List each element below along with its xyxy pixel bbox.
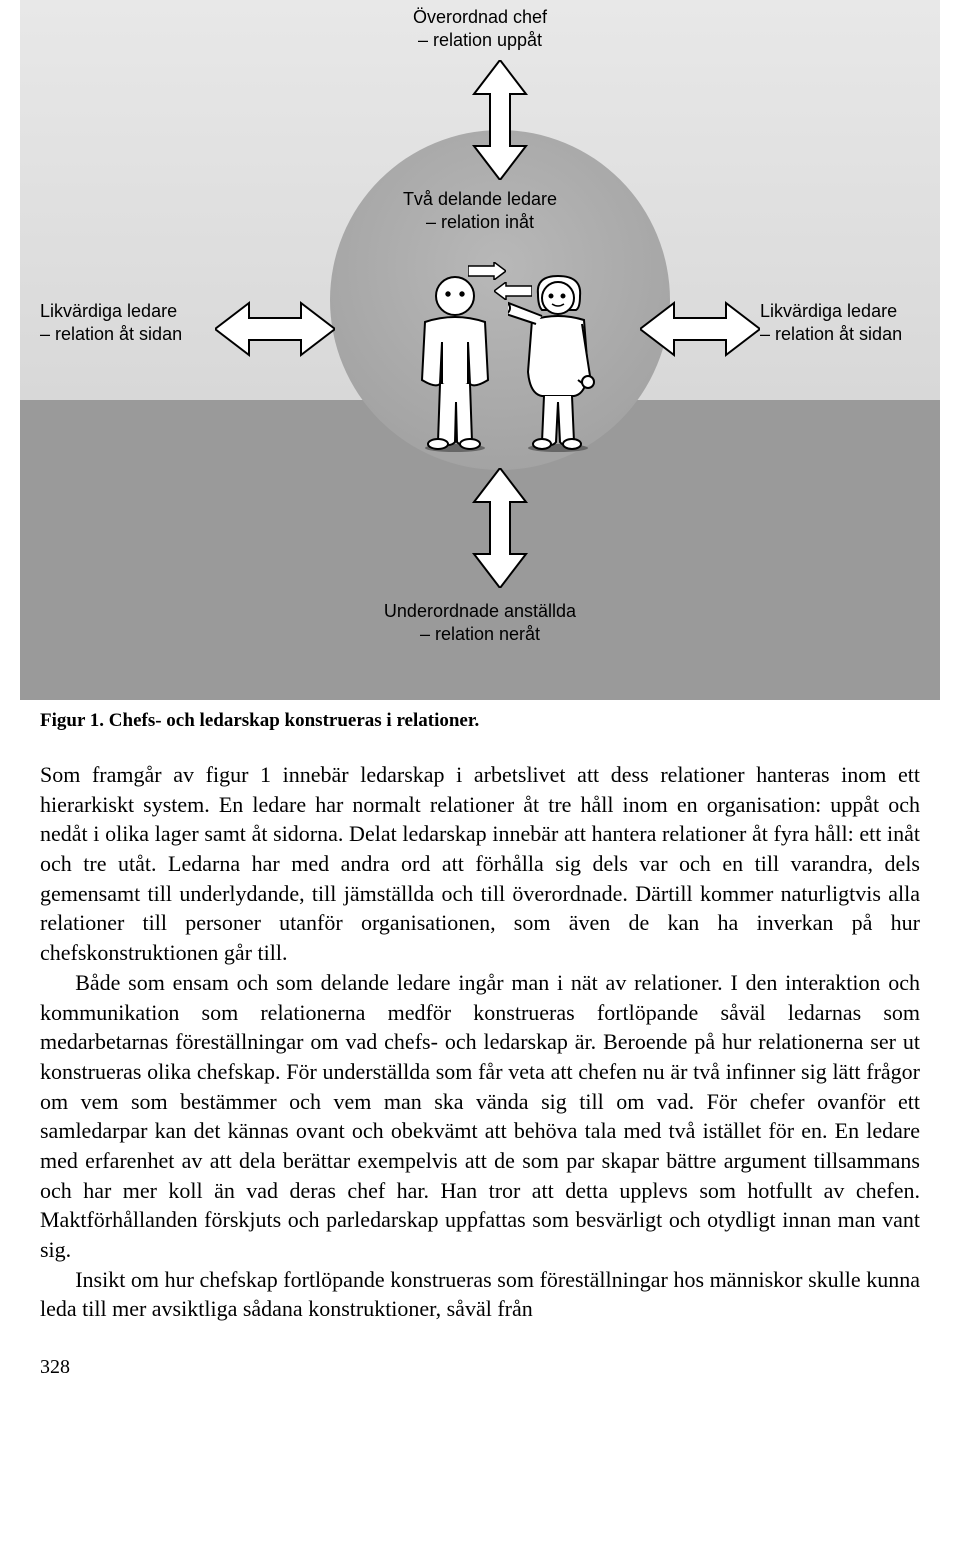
page-number: 328: [40, 1356, 920, 1379]
arrow-left-icon: [215, 298, 335, 360]
paragraph-2: Både som ensam och som delande ledare in…: [40, 968, 920, 1265]
arrow-up-icon: [468, 60, 532, 180]
paragraph-3: Insikt om hur chefskap fortlöpande konst…: [40, 1265, 920, 1324]
figure-caption: Figur 1. Chefs- och ledarskap konstruera…: [40, 710, 920, 732]
label-inner-line1: Två delande ledare: [20, 188, 940, 211]
label-top-line2: – relation uppåt: [20, 29, 940, 52]
label-top: Överordnad chef – relation uppåt: [20, 6, 940, 51]
label-right: Likvärdiga ledare – relation åt sidan: [760, 300, 930, 345]
arrow-right-icon: [640, 298, 760, 360]
paragraph-1: Som framgår av figur 1 innebär ledarskap…: [40, 760, 920, 968]
person-left-icon: [410, 272, 500, 452]
arrow-down-icon: [468, 468, 532, 588]
figure-circle-backdrop: [330, 130, 670, 470]
label-bottom-line1: Underordnade anställda: [20, 600, 940, 623]
label-bottom-line2: – relation neråt: [20, 623, 940, 646]
label-left-line2: – relation åt sidan: [40, 323, 210, 346]
label-left: Likvärdiga ledare – relation åt sidan: [40, 300, 210, 345]
label-left-line1: Likvärdiga ledare: [40, 300, 210, 323]
label-bottom: Underordnade anställda – relation neråt: [20, 600, 940, 645]
label-top-line1: Överordnad chef: [20, 6, 940, 29]
body-text: Som framgår av figur 1 innebär ledarskap…: [40, 760, 920, 1324]
label-right-line2: – relation åt sidan: [760, 323, 930, 346]
person-right-icon: [508, 272, 618, 452]
figure-diagram: Överordnad chef – relation uppåt Två del…: [20, 0, 940, 700]
label-inner-line2: – relation inåt: [20, 211, 940, 234]
label-inner: Två delande ledare – relation inåt: [20, 188, 940, 233]
label-right-line1: Likvärdiga ledare: [760, 300, 930, 323]
